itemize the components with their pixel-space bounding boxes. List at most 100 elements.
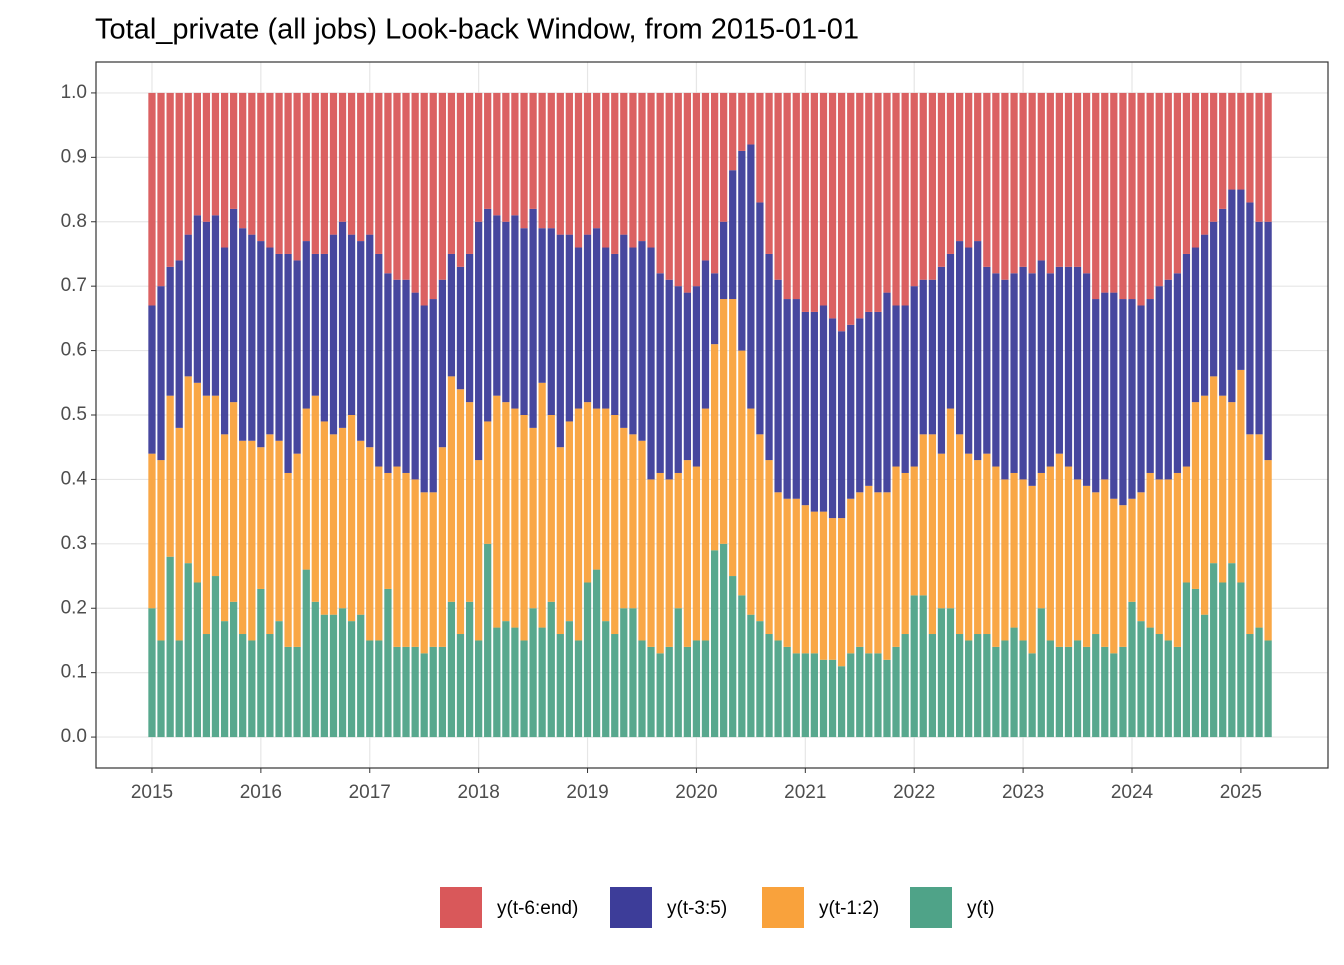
bar-segment bbox=[429, 299, 437, 493]
bar-segment bbox=[420, 92, 428, 306]
bar-segment bbox=[484, 92, 492, 209]
bar-segment bbox=[1237, 92, 1245, 190]
bar-segment bbox=[892, 466, 900, 647]
bar-segment bbox=[955, 634, 964, 738]
bar-segment bbox=[275, 621, 283, 738]
bar-segment bbox=[1173, 273, 1182, 473]
bar-segment bbox=[266, 92, 274, 248]
bar-segment bbox=[484, 421, 492, 544]
bar-segment bbox=[647, 92, 655, 248]
bar-segment bbox=[1073, 92, 1082, 267]
bar-segment bbox=[1146, 92, 1154, 300]
bar-segment bbox=[710, 273, 719, 345]
bar-segment bbox=[175, 92, 183, 261]
bar-segment bbox=[1191, 588, 1200, 738]
bar-segment bbox=[220, 247, 229, 435]
bar-segment bbox=[511, 627, 519, 738]
bar-segment bbox=[783, 299, 791, 499]
bar-segment bbox=[865, 92, 873, 312]
bar-segment bbox=[293, 646, 301, 738]
bar-segment bbox=[847, 498, 855, 654]
bar-segment bbox=[901, 305, 909, 473]
bar-segment bbox=[184, 563, 192, 738]
bar-segment bbox=[302, 92, 310, 242]
bar-segment bbox=[865, 485, 873, 654]
bar-segment bbox=[357, 241, 365, 441]
bar-segment bbox=[792, 92, 800, 300]
bar-segment bbox=[1200, 92, 1209, 235]
bar-segment bbox=[937, 92, 946, 267]
bar-segment bbox=[293, 453, 301, 647]
bar-segment bbox=[465, 253, 474, 403]
legend-label: y(t) bbox=[967, 898, 994, 919]
bar-segment bbox=[1155, 92, 1163, 287]
bar-segment bbox=[765, 460, 773, 635]
y-tick-label: 0.6 bbox=[61, 340, 87, 361]
bar-segment bbox=[1128, 299, 1136, 499]
bar-segment bbox=[965, 453, 973, 641]
bar-segment bbox=[592, 228, 601, 409]
bar-segment bbox=[257, 588, 265, 738]
bar-segment bbox=[1255, 221, 1263, 435]
bar-segment bbox=[928, 92, 937, 280]
bar-segment bbox=[302, 241, 310, 409]
bar-segment bbox=[638, 640, 646, 738]
legend-label: y(t-3:5) bbox=[667, 898, 727, 919]
bar-segment bbox=[901, 472, 909, 635]
bar-segment bbox=[1082, 92, 1091, 274]
bar-segment bbox=[465, 92, 474, 254]
bar-segment bbox=[393, 466, 401, 647]
bar-segment bbox=[1110, 653, 1118, 738]
bar-segment bbox=[502, 221, 510, 403]
bar-segment bbox=[166, 92, 174, 267]
bar-segment bbox=[1064, 646, 1073, 738]
bar-segment bbox=[1092, 299, 1100, 493]
bar-segment bbox=[1146, 299, 1154, 473]
bar-segment bbox=[475, 92, 483, 222]
bar-segment bbox=[583, 582, 592, 738]
bar-segment bbox=[1010, 472, 1018, 628]
bar-segment bbox=[447, 601, 456, 738]
bar-segment bbox=[447, 253, 456, 377]
bar-segment bbox=[420, 653, 428, 738]
bar-segment bbox=[928, 634, 937, 738]
bar-segment bbox=[257, 241, 265, 448]
bar-segment bbox=[1128, 92, 1136, 300]
bar-segment bbox=[1128, 601, 1136, 738]
bar-segment bbox=[946, 408, 955, 609]
bar-segment bbox=[656, 653, 664, 738]
bar-segment bbox=[329, 614, 338, 738]
bar-segment bbox=[856, 646, 864, 738]
bar-segment bbox=[384, 472, 392, 589]
bar-segment bbox=[347, 621, 356, 738]
legend-label: y(t-6:end) bbox=[497, 898, 578, 919]
bar-segment bbox=[946, 608, 955, 738]
bar-segment bbox=[901, 634, 909, 738]
bar-segment bbox=[810, 311, 818, 512]
bar-segment bbox=[320, 92, 328, 254]
bar-segment bbox=[275, 92, 283, 254]
bar-segment bbox=[1182, 92, 1191, 254]
bar-segment bbox=[720, 299, 728, 544]
legend-key bbox=[610, 887, 652, 928]
bar-segment bbox=[366, 92, 374, 235]
bar-segment bbox=[937, 266, 946, 454]
bar-segment bbox=[1255, 627, 1263, 738]
bar-segment bbox=[266, 247, 274, 435]
bar-segment bbox=[520, 640, 528, 738]
bar-segment bbox=[592, 92, 601, 229]
bar-segment bbox=[293, 92, 301, 261]
bar-segment bbox=[547, 228, 555, 415]
bar-segment bbox=[366, 447, 374, 641]
bar-segment bbox=[556, 92, 564, 235]
bar-segment bbox=[792, 299, 800, 499]
bar-segment bbox=[1246, 92, 1254, 203]
bar-segment bbox=[239, 92, 247, 229]
bar-segment bbox=[1191, 247, 1200, 403]
bar-segment bbox=[892, 92, 900, 306]
bar-segment bbox=[701, 408, 710, 641]
bar-segment bbox=[665, 279, 673, 480]
bar-segment bbox=[574, 247, 583, 409]
bar-segment bbox=[1255, 92, 1263, 222]
bar-segment bbox=[157, 286, 165, 461]
